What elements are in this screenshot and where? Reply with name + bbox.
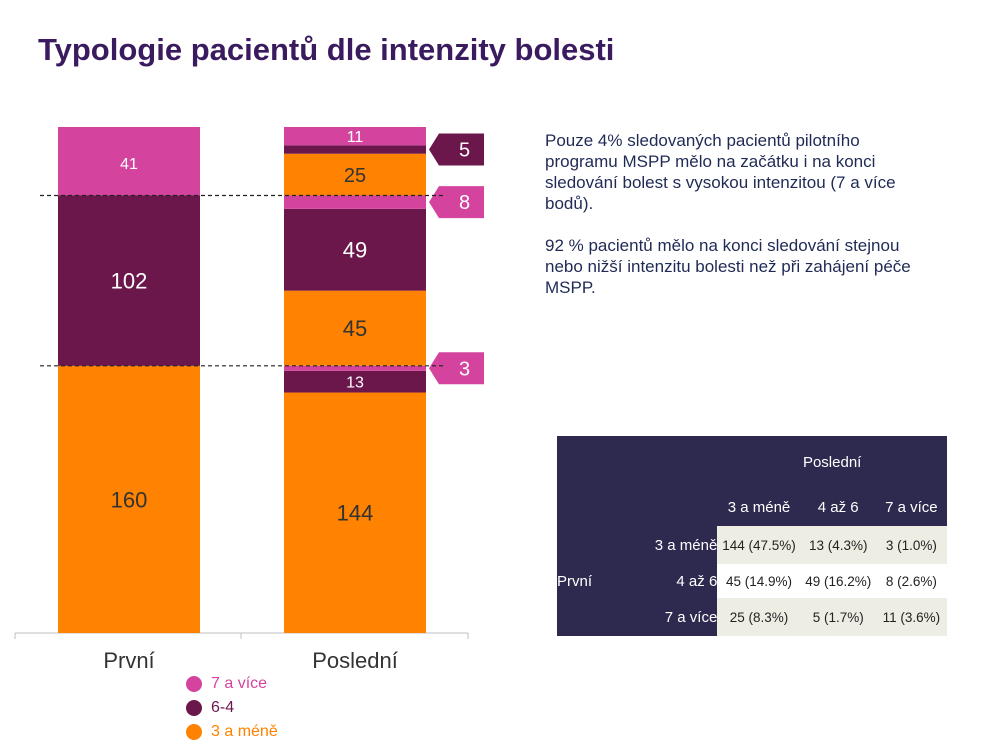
page-title: Typologie pacientů dle intenzity bolesti (38, 32, 615, 67)
callout-tag (429, 133, 484, 166)
table-cell: 3 (1.0%) (875, 526, 947, 564)
table-cell: 11 (3.6%) (875, 598, 947, 636)
bar-segment (284, 127, 426, 146)
data-label: 49 (343, 238, 367, 263)
data-label: 102 (111, 269, 148, 294)
description-text: Pouze 4% sledovaných pacientů pilotního … (545, 130, 935, 319)
x-tick-label: Poslední (312, 648, 398, 673)
callout-tag (429, 186, 484, 219)
legend-item: 7 a více (186, 672, 278, 696)
bar-segment (284, 153, 426, 196)
table-header-posledni: Poslední (717, 436, 947, 488)
data-label: 8 (459, 192, 470, 214)
bar-segment (284, 370, 426, 393)
data-label: 160 (111, 487, 148, 512)
legend-label: 3 a méně (211, 723, 278, 740)
bar-segment (284, 145, 426, 154)
legend-swatch-icon (186, 724, 202, 740)
table-cell: 144 (47.5%) (717, 526, 801, 564)
stacked-bar-chart: 160 102 41 První 144 13 3 45 49 8 25 5 11 Poslední (14, 127, 484, 673)
table-row-group-label: První (557, 526, 655, 636)
legend-label: 6-4 (211, 699, 235, 716)
table-cell: 8 (2.6%) (875, 564, 947, 598)
bar-segment (284, 290, 426, 366)
bar-segment (58, 195, 200, 366)
data-label: 3 (459, 358, 470, 380)
data-label: 144 (337, 501, 374, 526)
bar-segment (284, 392, 426, 633)
data-label: 41 (120, 156, 138, 173)
table-col-header: 7 a více (875, 488, 947, 526)
table-cell: 45 (14.9%) (717, 564, 801, 598)
legend-item: 3 a méně (186, 720, 278, 744)
bar-segment (58, 127, 200, 196)
chart-legend: 7 a více 6-4 3 a méně (186, 672, 278, 744)
bar-segment (284, 208, 426, 291)
table-row-label: 3 a méně (654, 526, 718, 564)
table-cell: 5 (1.7%) (800, 598, 876, 636)
bar-segment (284, 195, 426, 209)
description-paragraph-1: Pouze 4% sledovaných pacientů pilotního … (545, 131, 896, 213)
bar-segment (284, 365, 426, 371)
description-paragraph-2: 92 % pacientů mělo na konci sledování st… (545, 236, 911, 297)
callout-tag (429, 352, 484, 385)
table-col-header: 3 a méně (717, 488, 801, 526)
data-label: 11 (347, 129, 364, 146)
legend-swatch-icon (186, 700, 202, 716)
legend-swatch-icon (186, 676, 202, 692)
x-tick-label: První (103, 648, 154, 673)
bar-segment (58, 365, 200, 633)
table-cell: 25 (8.3%) (717, 598, 801, 636)
data-label: 13 (346, 374, 364, 391)
data-label: 25 (344, 165, 366, 187)
table-cell: 49 (16.2%) (800, 564, 876, 598)
crosstab-table: Poslední 3 a méně 4 až 6 7 a více První … (557, 436, 947, 636)
table-row-label: 4 až 6 (654, 564, 718, 598)
table-col-header: 4 až 6 (800, 488, 876, 526)
legend-item: 6-4 (186, 696, 278, 720)
table-cell: 13 (4.3%) (800, 526, 876, 564)
legend-label: 7 a více (211, 675, 268, 692)
table-row-label: 7 a více (654, 598, 718, 636)
data-label: 5 (459, 140, 470, 162)
data-label: 45 (343, 316, 367, 341)
